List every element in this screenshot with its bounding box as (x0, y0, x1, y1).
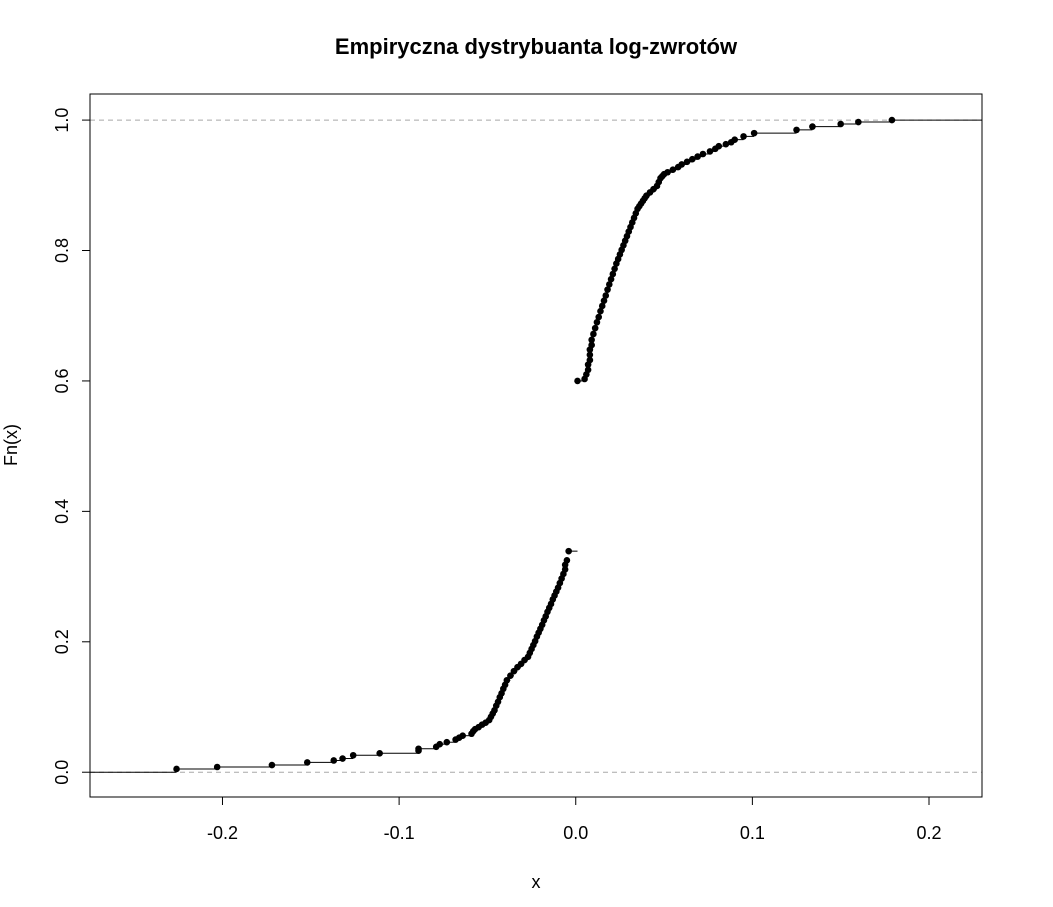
data-point (330, 757, 338, 764)
x-tick-label: 0.1 (740, 823, 765, 843)
data-point (574, 377, 581, 385)
x-tick-label: 0.0 (563, 823, 588, 843)
data-point (588, 336, 595, 344)
data-point (597, 307, 604, 315)
data-point (602, 292, 610, 299)
data-point (565, 547, 572, 555)
data-point (699, 150, 707, 158)
x-axis-label: x (532, 872, 541, 892)
data-point (604, 286, 611, 293)
data-point (561, 566, 569, 573)
data-point (598, 302, 606, 310)
data-point (715, 142, 723, 150)
y-tick-label: 0.6 (52, 368, 72, 393)
y-axis-label: Fn(x) (1, 424, 21, 466)
data-point (678, 161, 686, 168)
data-point (669, 166, 677, 173)
data-point (683, 158, 691, 166)
data-point (507, 672, 514, 680)
data-point (213, 763, 221, 771)
x-axis: -0.2 -0.1 0.0 0.1 0.2 (207, 796, 942, 843)
data-point (731, 136, 739, 143)
data-point (837, 120, 844, 128)
data-point (607, 275, 615, 283)
data-point (459, 732, 466, 739)
data-point (664, 168, 671, 176)
data-point (722, 140, 730, 148)
data-point (303, 759, 311, 766)
data-point (595, 313, 603, 321)
data-point (740, 133, 747, 140)
data-point (888, 116, 896, 124)
data-point (689, 155, 696, 163)
y-tick-label: 0.8 (52, 238, 72, 263)
data-point (586, 356, 594, 364)
data-point (376, 750, 383, 757)
plot-frame (89, 93, 983, 798)
data-point (809, 123, 816, 130)
data-point (563, 556, 571, 564)
data-point (349, 751, 357, 759)
data-point (588, 341, 595, 349)
data-point (436, 740, 444, 748)
reference-lines (90, 119, 982, 773)
data-point (503, 676, 511, 684)
data-point (750, 129, 758, 137)
data-point (590, 330, 597, 338)
data-point (339, 755, 346, 762)
data-point (593, 318, 601, 326)
data-point (591, 324, 599, 332)
x-tick-label: 0.2 (916, 823, 941, 843)
y-tick-label: 0.2 (52, 629, 72, 654)
data-points (173, 116, 896, 773)
data-point (584, 366, 592, 374)
x-tick-label: -0.1 (384, 823, 415, 843)
data-point (611, 265, 618, 273)
chart-title: Empiryczna dystrybuanta log-zwrotów (335, 34, 738, 59)
y-axis: 0.0 0.2 0.4 0.6 0.8 1.0 (52, 108, 90, 785)
data-point (268, 761, 276, 769)
x-tick-label: -0.2 (207, 823, 238, 843)
data-point (606, 281, 613, 288)
step-segments (90, 119, 982, 773)
data-point (600, 297, 608, 305)
y-tick-label: 0.4 (52, 499, 72, 524)
data-point (415, 745, 422, 753)
data-point (173, 765, 180, 773)
data-point (793, 126, 800, 134)
y-tick-label: 1.0 (52, 108, 72, 133)
data-point (443, 738, 451, 746)
data-point (706, 148, 714, 155)
data-point (855, 118, 862, 126)
data-point (694, 153, 701, 160)
y-tick-label: 0.0 (52, 760, 72, 785)
data-point (586, 351, 594, 359)
data-point (609, 270, 617, 278)
